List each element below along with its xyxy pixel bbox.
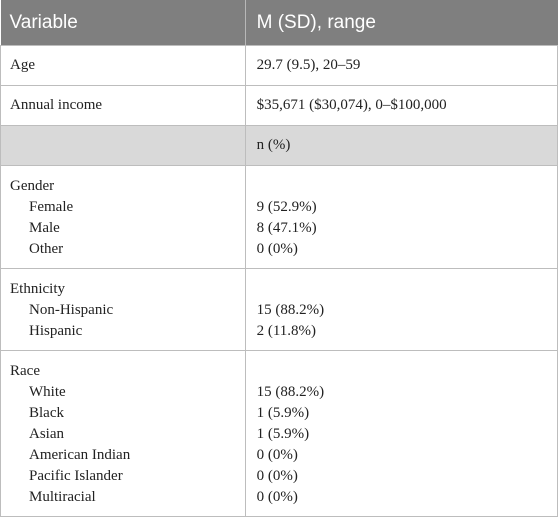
group-item-value: 0 (0%): [256, 447, 298, 463]
group-title: Race: [10, 363, 40, 379]
header-row: Variable M (SD), range: [0, 0, 558, 46]
group-item-label: Multiracial: [29, 489, 96, 505]
row-label: Age: [0, 45, 246, 86]
group-item-label: Asian: [29, 426, 64, 442]
row-value: $35,671 ($30,074), 0–$100,000: [244, 85, 558, 126]
group-item-value: 1 (5.9%): [256, 426, 310, 442]
group-item-value: 1 (5.9%): [256, 405, 310, 421]
group-title: Ethnicity: [10, 281, 65, 297]
group-item-value: 2 (11.8%): [256, 323, 317, 339]
group-item-label: American Indian: [29, 447, 131, 463]
group-row-gender: Gender Female Male Other 9 (52.9%) 8 (47…: [0, 165, 558, 269]
row-value: 29.7 (9.5), 20–59: [244, 45, 558, 86]
group-item-label: Black: [29, 405, 64, 421]
group-item-label: Hispanic: [29, 323, 83, 339]
group-title: Gender: [10, 178, 55, 194]
group-labels: Race White Black Asian American Indian P…: [0, 350, 246, 517]
group-item-label: Female: [29, 199, 74, 215]
group-item-label: White: [29, 384, 66, 400]
header-mean-sd-range: M (SD), range: [245, 0, 558, 46]
group-item-value: 0 (0%): [256, 468, 298, 484]
group-values: 15 (88.2%) 2 (11.8%): [244, 268, 558, 351]
group-labels: Ethnicity Non-Hispanic Hispanic: [0, 268, 246, 351]
group-values: 15 (88.2%) 1 (5.9%) 1 (5.9%) 0 (0%) 0 (0…: [244, 350, 558, 517]
group-item-label: Non-Hispanic: [29, 302, 114, 318]
table-row-age: Age 29.7 (9.5), 20–59: [0, 45, 558, 86]
header-variable: Variable: [0, 0, 246, 46]
group-item-value: 9 (52.9%): [256, 199, 317, 215]
group-item-label: Male: [29, 220, 60, 236]
group-item-value: 15 (88.2%): [256, 384, 325, 400]
group-item-value: 0 (0%): [256, 489, 298, 505]
group-item-value: 0 (0%): [256, 241, 298, 257]
group-values: 9 (52.9%) 8 (47.1%) 0 (0%): [244, 165, 558, 269]
subheader-n-percent: n (%): [244, 125, 558, 166]
group-item-value: 8 (47.1%): [256, 220, 317, 236]
row-label: Annual income: [0, 85, 246, 126]
group-item-label: Other: [29, 241, 64, 257]
group-row-race: Race White Black Asian American Indian P…: [0, 350, 558, 517]
group-labels: Gender Female Male Other: [0, 165, 246, 269]
subheader-empty-cell: [0, 125, 246, 166]
table-row-income: Annual income $35,671 ($30,074), 0–$100,…: [0, 85, 558, 126]
group-row-ethnicity: Ethnicity Non-Hispanic Hispanic 15 (88.2…: [0, 268, 558, 351]
group-item-label: Pacific Islander: [29, 468, 123, 484]
subheader-row: n (%): [0, 125, 558, 166]
group-item-value: 15 (88.2%): [256, 302, 325, 318]
